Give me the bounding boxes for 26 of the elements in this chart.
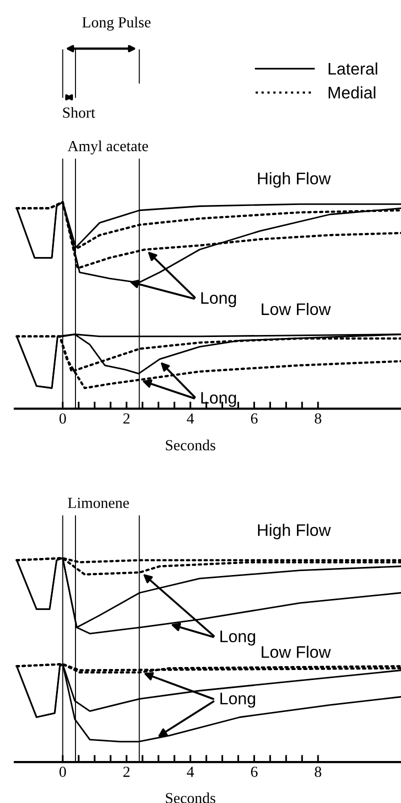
text: High Flow xyxy=(258,524,331,540)
annotation: Long xyxy=(220,630,256,646)
x-tick-label: 0 xyxy=(59,413,66,424)
x-tick-label: 6 xyxy=(251,413,258,424)
annotation: Low Flow xyxy=(262,302,331,316)
annotation: Low Flow xyxy=(262,646,331,658)
x-tick-label: 8 xyxy=(314,766,322,777)
text: Short xyxy=(63,107,96,118)
x-tick-label: 0 xyxy=(59,766,66,777)
x-axis-title: Seconds xyxy=(166,792,216,803)
annotation: Long xyxy=(220,692,256,708)
x-tick-label: 4 xyxy=(186,766,194,777)
text: Long Pulse xyxy=(82,16,151,31)
legend-label: Medial xyxy=(328,86,376,99)
chart-title: Limonene xyxy=(68,498,129,508)
x-tick-label: 2 xyxy=(123,766,130,777)
annotation: Long xyxy=(201,392,236,407)
x-axis-title: Seconds xyxy=(166,440,216,450)
text: High Flow xyxy=(258,172,331,188)
legend-label: Lateral xyxy=(328,62,378,75)
x-tick-label: 4 xyxy=(186,413,194,424)
x-tick-label: 2 xyxy=(123,413,130,424)
x-tick-label: 6 xyxy=(251,766,258,777)
annotation: Long xyxy=(201,292,236,308)
chart-title: Amyl acetate xyxy=(68,140,148,154)
x-tick-label: 8 xyxy=(314,413,322,424)
